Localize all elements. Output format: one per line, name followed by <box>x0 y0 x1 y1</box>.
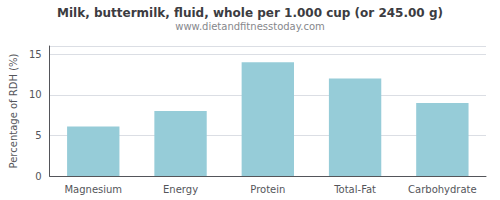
svg-text:Total-Fat: Total-Fat <box>333 184 376 195</box>
svg-text:Energy: Energy <box>163 184 198 195</box>
svg-text:Protein: Protein <box>250 184 285 195</box>
svg-text:Magnesium: Magnesium <box>64 184 122 195</box>
svg-text:15: 15 <box>29 49 42 60</box>
svg-text:Percentage of RDH (%): Percentage of RDH (%) <box>8 53 19 168</box>
svg-text:www.dietandfitnesstoday.com: www.dietandfitnesstoday.com <box>175 21 324 32</box>
svg-text:5: 5 <box>35 130 41 141</box>
svg-text:Milk, buttermilk, fluid, whole: Milk, buttermilk, fluid, whole per 1.000… <box>57 6 443 20</box>
svg-text:10: 10 <box>29 89 42 100</box>
svg-text:Carbohydrate: Carbohydrate <box>408 184 477 195</box>
svg-text:0: 0 <box>35 171 41 182</box>
